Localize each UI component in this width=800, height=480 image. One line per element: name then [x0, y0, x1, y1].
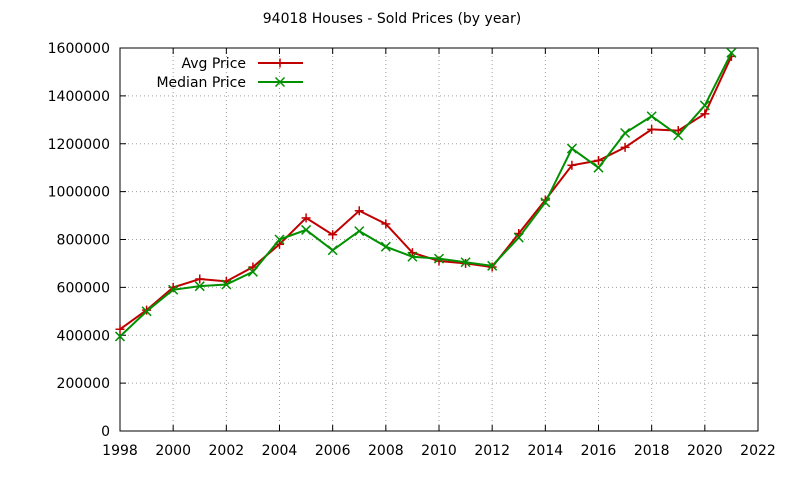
median-price-point: [460, 257, 471, 268]
legend-label-avg-price: Avg Price: [181, 56, 246, 72]
x-tick-label: 2006: [315, 443, 351, 459]
avg-price-point: [647, 124, 657, 134]
avg-price-point: [487, 262, 497, 272]
y-tick-label: 1400000: [48, 89, 110, 105]
x-tick-label: 2010: [421, 443, 457, 459]
y-tick-label: 400000: [57, 328, 110, 344]
avg-price-point: [381, 219, 391, 229]
avg-price-point: [328, 230, 338, 240]
median-price-point: [513, 232, 524, 243]
x-tick-label: 2022: [740, 443, 776, 459]
y-tick-label: 200000: [57, 376, 110, 392]
x-tick-label: 2000: [155, 443, 191, 459]
x-tick-label: 2004: [262, 443, 298, 459]
x-tick-label: 2012: [474, 443, 510, 459]
median-price-point: [620, 127, 631, 139]
x-tick-label: 2014: [528, 443, 564, 459]
legend-marker-avg-price: [275, 58, 285, 68]
avg-price-point: [700, 109, 710, 119]
avg-price-point: [594, 156, 603, 166]
avg-price-point: [407, 248, 417, 258]
median-price-point: [114, 331, 126, 342]
median-price-point: [327, 245, 338, 256]
median-price-point: [247, 266, 258, 277]
median-price-point: [646, 111, 657, 122]
avg-price-point: [301, 213, 311, 223]
avg-price-point: [567, 160, 577, 170]
legend-label-median-price: Median Price: [156, 75, 246, 91]
median-price-point: [566, 143, 577, 154]
avg-price-point: [115, 324, 125, 334]
plot-frame: [119, 47, 759, 432]
x-tick-label: 2016: [581, 443, 617, 459]
median-price-point: [354, 226, 365, 237]
legend-marker-median-price: [274, 76, 286, 88]
median-price-point: [593, 162, 604, 173]
median-price-point: [274, 234, 285, 245]
avg-price-point: [354, 206, 364, 216]
median-price-point: [168, 284, 179, 295]
median-price-point: [487, 260, 498, 271]
chart-title: 94018 Houses - Sold Prices (by year): [263, 11, 521, 27]
x-tick-label: 2008: [368, 443, 404, 459]
grid-lines: [120, 48, 758, 431]
median-price-line: [119, 52, 733, 338]
x-tick-label: 2002: [209, 443, 245, 459]
median-price-point: [380, 241, 391, 252]
median-price-point: [194, 281, 205, 292]
avg-price-point: [620, 142, 630, 152]
median-price-point: [673, 130, 684, 141]
y-tick-label: 0: [101, 424, 110, 440]
median-price-point: [221, 279, 232, 290]
median-price-point: [433, 253, 445, 264]
y-tick-label: 800000: [57, 233, 110, 249]
legend: Avg Price Median Price: [156, 56, 303, 91]
median-price-point: [726, 47, 737, 58]
median-price-point: [141, 306, 152, 317]
plot-area: [114, 47, 737, 342]
y-tick-label: 600000: [57, 280, 110, 296]
median-price-point: [699, 100, 710, 111]
median-price-point: [301, 224, 312, 235]
x-tick-label: 2020: [687, 443, 723, 459]
median-price-point: [407, 251, 418, 262]
x-tick-label: 2018: [634, 443, 670, 459]
axes: 1998 2000 2002 2004 2006 2008 2010 2012 2014 2016…: [48, 41, 776, 459]
avg-price-point: [195, 274, 205, 284]
avg-price-line: [119, 55, 733, 331]
y-tick-label: 1000000: [48, 185, 110, 201]
y-tick-label: 1600000: [48, 41, 110, 57]
y-tick-label: 1200000: [48, 137, 110, 153]
x-tick-label: 1998: [102, 443, 138, 459]
median-price-point: [540, 197, 551, 208]
